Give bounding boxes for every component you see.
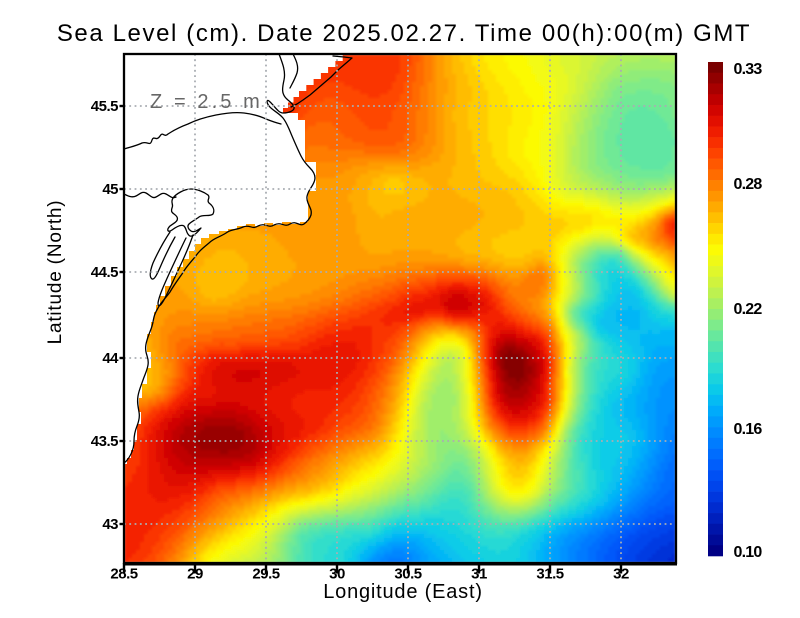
svg-text:44.5: 44.5 (91, 264, 118, 281)
svg-text:Longitude (East): Longitude (East) (323, 581, 483, 603)
svg-text:29.5: 29.5 (252, 566, 279, 583)
svg-text:0.33: 0.33 (734, 61, 763, 78)
svg-text:0.10: 0.10 (734, 544, 763, 561)
svg-text:31: 31 (471, 566, 487, 583)
svg-text:32: 32 (613, 566, 629, 583)
svg-text:44: 44 (102, 350, 119, 367)
svg-text:30.5: 30.5 (394, 566, 421, 583)
svg-text:45: 45 (102, 181, 118, 198)
svg-text:Sea Level (cm). Date 2025.02.2: Sea Level (cm). Date 2025.02.27. Time 00… (57, 20, 751, 47)
svg-text:0.22: 0.22 (734, 301, 763, 318)
svg-text:31.5: 31.5 (536, 566, 563, 583)
svg-text:43.5: 43.5 (91, 433, 118, 450)
svg-text:29: 29 (187, 566, 203, 583)
svg-text:Latitude (North): Latitude (North) (45, 200, 66, 345)
svg-text:43: 43 (102, 516, 118, 533)
svg-text:Z = 2.5 m: Z = 2.5 m (150, 91, 263, 113)
svg-text:0.16: 0.16 (734, 421, 763, 438)
svg-text:28.5: 28.5 (110, 566, 137, 583)
svg-text:45.5: 45.5 (91, 98, 118, 115)
svg-text:30: 30 (329, 566, 345, 583)
svg-text:0.28: 0.28 (734, 176, 763, 193)
